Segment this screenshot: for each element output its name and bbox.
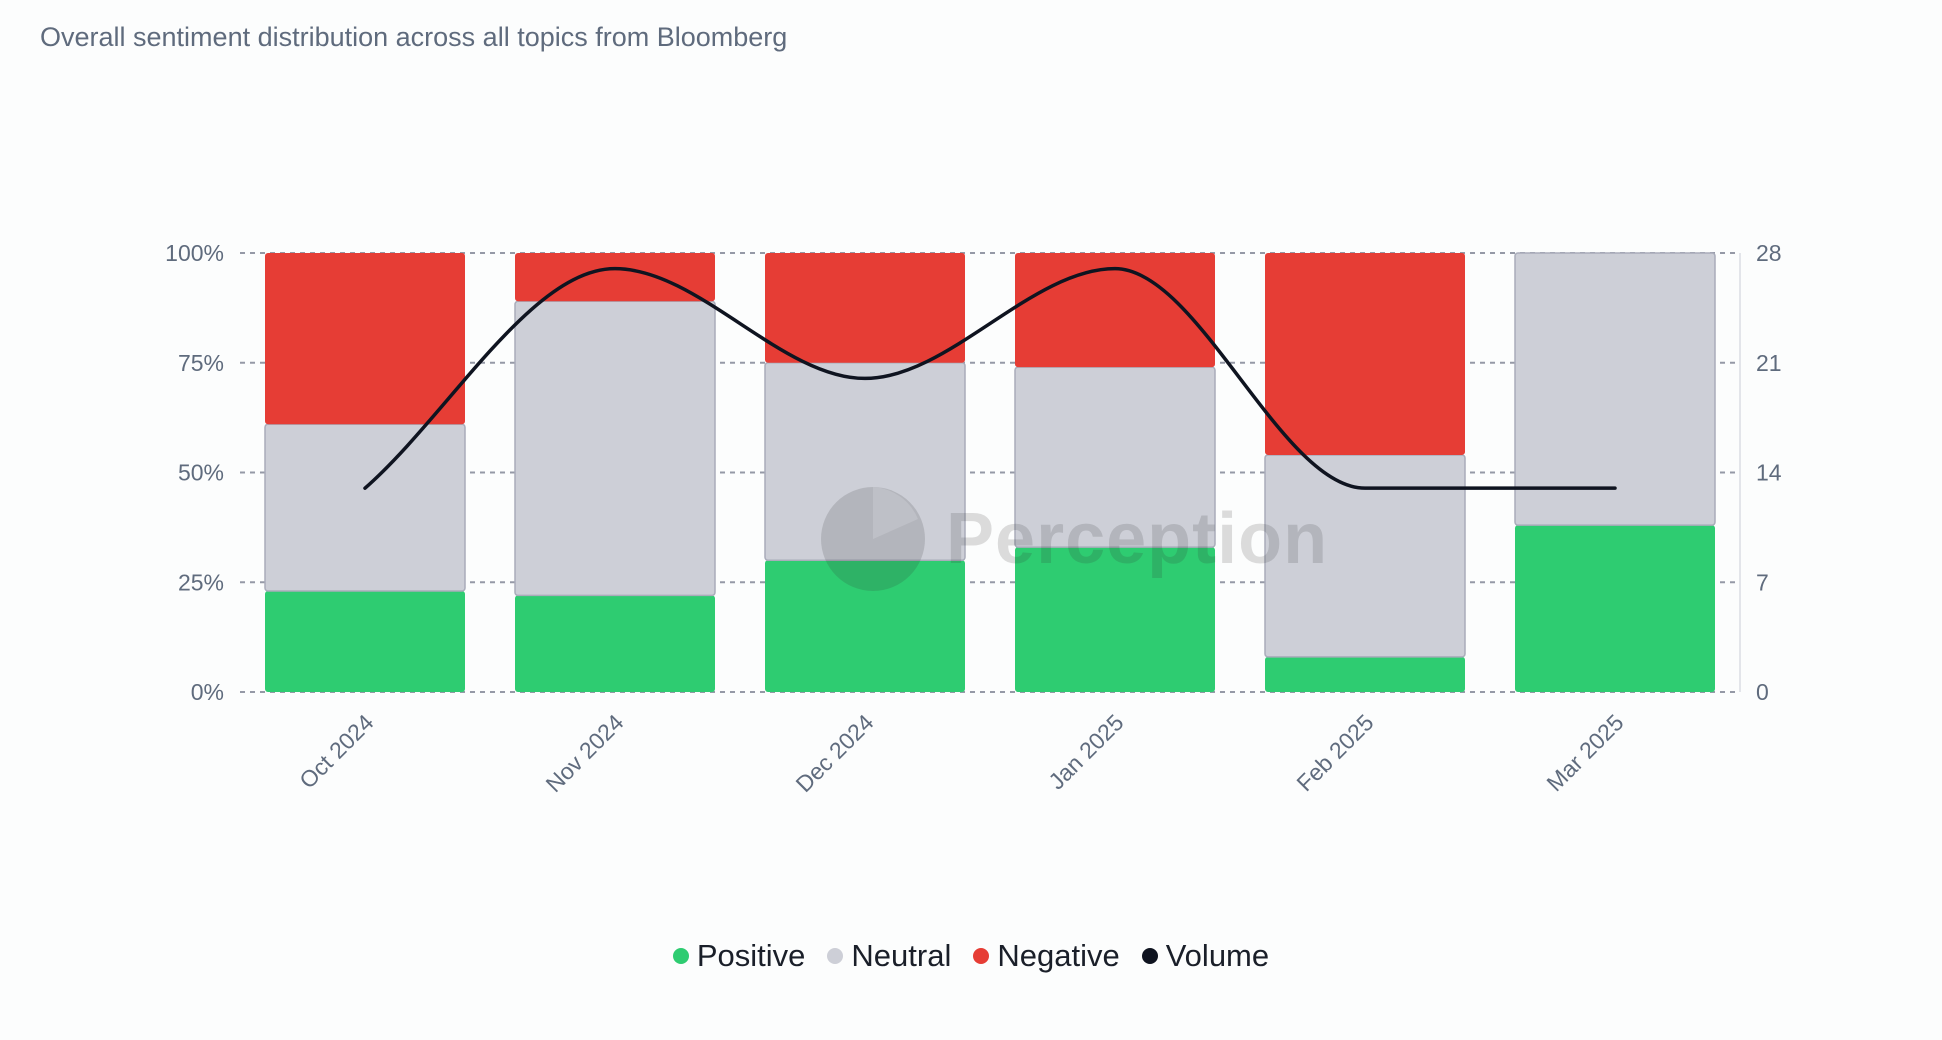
y-left-tick-label: 50% [178, 460, 224, 486]
positive-dot-icon [672, 948, 689, 964]
x-tick-label: Jan 2025 [1043, 709, 1128, 794]
grid-layer [240, 252, 1740, 693]
bar-positive[interactable] [1015, 547, 1215, 692]
legend-item-neutral[interactable]: Neutral [827, 938, 951, 974]
bar-positive[interactable] [765, 560, 965, 692]
chart-title: Overall sentiment distribution across al… [40, 22, 788, 52]
bar-neutral[interactable] [514, 300, 716, 597]
bar-positive[interactable] [515, 595, 715, 692]
y-left-tick-label: 25% [178, 569, 224, 595]
x-tick-label: Mar 2025 [1541, 709, 1628, 796]
watermark-text: Perception [946, 499, 1329, 579]
bar-negative[interactable] [1265, 253, 1465, 455]
bar-negative[interactable] [515, 253, 715, 302]
perception-logo-icon [821, 487, 925, 591]
legend: Positive Neutral Negative Volume [0, 938, 1942, 974]
y-left-tick-label: 100% [165, 240, 224, 266]
legend-label-positive: Positive [696, 938, 806, 973]
volume-point[interactable] [1109, 263, 1121, 275]
y-right-tick-label: 0 [1756, 679, 1769, 705]
volume-point[interactable] [609, 263, 621, 275]
volume-point[interactable] [859, 372, 871, 384]
y-right-tick-label: 7 [1756, 569, 1769, 595]
legend-item-positive[interactable]: Positive [672, 938, 806, 974]
watermark: Perception [818, 484, 1328, 594]
legend-label-neutral: Neutral [851, 938, 952, 973]
bar-positive[interactable] [265, 591, 465, 692]
bar-positive[interactable] [1515, 525, 1715, 692]
volume-line-layer [359, 263, 1621, 494]
negative-dot-icon [973, 948, 990, 964]
bar-negative[interactable] [765, 253, 965, 363]
x-tick-label: Dec 2024 [791, 709, 879, 797]
x-tick-label: Oct 2024 [294, 709, 379, 794]
legend-item-negative[interactable]: Negative [973, 938, 1120, 974]
volume-point[interactable] [1359, 482, 1371, 494]
bar-neutral[interactable] [264, 423, 466, 592]
legend-label-negative: Negative [997, 938, 1120, 973]
legend-item-volume[interactable]: Volume [1141, 938, 1270, 974]
bar-layer [264, 252, 1716, 692]
bar-negative[interactable] [265, 253, 465, 425]
y-left-tick-label: 75% [178, 350, 224, 376]
y-right-tick-label: 21 [1756, 350, 1782, 376]
bar-positive[interactable] [1265, 656, 1465, 692]
volume-point[interactable] [359, 482, 371, 494]
x-tick-label: Nov 2024 [541, 709, 629, 797]
y-left-tick-label: 0% [191, 679, 224, 705]
y-right-tick-label: 28 [1756, 240, 1782, 266]
neutral-dot-icon [827, 948, 844, 964]
legend-label-volume: Volume [1165, 938, 1270, 973]
volume-dot-icon [1141, 948, 1158, 964]
x-tick-label: Feb 2025 [1291, 709, 1378, 796]
y-right-tick-label: 14 [1756, 460, 1782, 486]
volume-line[interactable] [363, 266, 1617, 490]
volume-point[interactable] [1609, 482, 1621, 494]
bar-neutral[interactable] [1514, 252, 1716, 526]
